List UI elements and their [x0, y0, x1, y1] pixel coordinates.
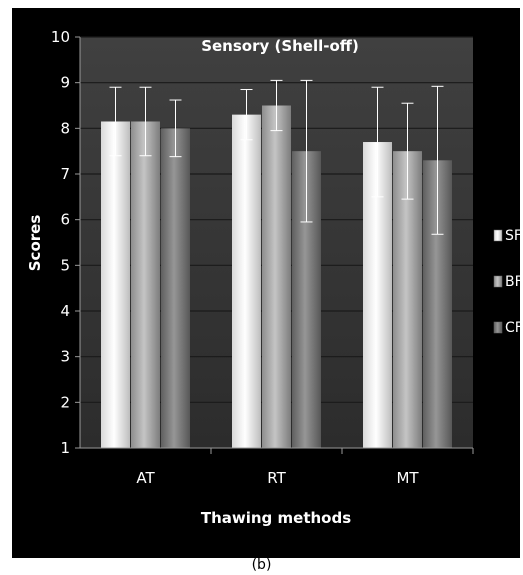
legend-swatch-bf	[493, 275, 503, 288]
y-tick-label: 9	[60, 74, 70, 92]
legend: SF BF CF	[493, 228, 523, 336]
bar-bf	[262, 105, 291, 448]
y-tick-label: 7	[60, 165, 70, 183]
legend-label-sf: SF	[505, 228, 522, 244]
y-tick-label: 1	[60, 439, 70, 457]
legend-label-bf: BF	[505, 274, 523, 290]
bars	[101, 105, 452, 449]
x-tick-label: RT	[267, 469, 286, 487]
bar-bf	[393, 151, 422, 448]
legend-label-cf: CF	[505, 320, 523, 336]
legend-swatch-sf	[493, 229, 503, 242]
x-tick-label: MT	[396, 469, 419, 487]
bar-sf	[232, 114, 261, 448]
error-bars	[109, 79, 444, 235]
bar-sf	[101, 121, 130, 448]
bar-chart: 1 2 3 4 5 6 7 8 9 10 AT RT MT Sensory (Shell-off) T…	[12, 8, 523, 558]
x-axis-title: Thawing methods	[201, 509, 351, 527]
figure-caption: (b)	[251, 557, 272, 573]
y-tick-label: 3	[60, 348, 70, 366]
chart-title: Sensory (Shell-off)	[201, 37, 359, 55]
bar-cf	[161, 128, 190, 449]
y-tick-label: 6	[60, 211, 70, 229]
bar-bf	[131, 121, 160, 448]
y-tick-label: 4	[60, 302, 70, 320]
y-tick-label: 2	[60, 393, 70, 411]
y-tick-label: 8	[60, 119, 70, 137]
y-tick-label: 10	[51, 28, 70, 46]
y-tick-label: 5	[60, 256, 70, 274]
legend-swatch-cf	[493, 321, 503, 334]
y-axis-title: Scores	[26, 215, 44, 272]
y-axis-ticks: 1 2 3 4 5 6 7 8 9 10	[51, 28, 80, 457]
x-tick-label: AT	[136, 469, 155, 487]
x-axis-ticks: AT RT MT	[136, 448, 474, 487]
